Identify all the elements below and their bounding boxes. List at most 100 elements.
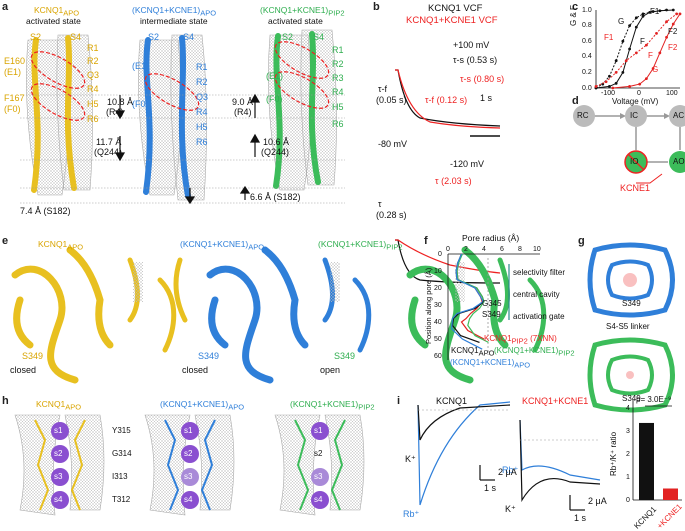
pore-series-3	[450, 253, 484, 350]
c-ytick-0: 0.0	[582, 85, 592, 92]
state-ac	[669, 105, 685, 127]
gv-point	[628, 24, 631, 27]
e-title-2: (KCNQ1+KCNE1)APO	[180, 239, 265, 252]
f-ytick-2: 20	[434, 285, 442, 292]
gv-point	[641, 14, 645, 18]
h1-s2: s2	[54, 449, 63, 458]
f-legend-2: KCNQ1APO	[451, 346, 495, 358]
f-region-3: activation gate	[513, 312, 565, 321]
a-b-f0: (F0)	[132, 99, 149, 109]
h-title-2: (KCNQ1+KCNE1)APO	[160, 399, 245, 412]
a-g-r1: R1	[332, 45, 344, 55]
gv-point	[614, 71, 618, 74]
f-ytick-3: 30	[434, 302, 442, 309]
h3-s3: s3	[314, 472, 323, 481]
panel-letter-f: f	[424, 235, 428, 247]
f-region-2: central cavity	[513, 290, 560, 299]
a-title-2b: intermediate state	[140, 16, 208, 26]
a-y-r2: R2	[87, 56, 99, 66]
gv-point	[634, 51, 638, 55]
gv-point	[671, 8, 675, 12]
b-v1: +100 mV	[453, 40, 490, 50]
panel-i-bars	[639, 422, 678, 500]
d-kcne1: KCNE1	[620, 183, 651, 193]
a-dist-4: 10.6 Å	[263, 137, 290, 147]
gv-point	[645, 43, 648, 47]
a-b-r2: R2	[196, 77, 208, 87]
gv-point	[611, 86, 615, 90]
h-title-1: KCNQ1APO	[36, 399, 82, 412]
f-ytick-0: 0	[438, 251, 442, 258]
c-label-f: F	[640, 37, 645, 46]
e-state-3: open	[320, 365, 341, 375]
h3-s4: s4	[314, 495, 323, 504]
i-scale-t-1: 1 s	[484, 483, 497, 493]
a-y-s2: S2	[30, 32, 42, 42]
i-ytick-1: 1	[626, 474, 630, 481]
e-state-1: closed	[10, 365, 37, 375]
a-title-3: (KCNQ1+KCNE1)PIP2	[260, 5, 345, 18]
panel-e-structures	[11, 246, 547, 384]
gv-point	[634, 25, 638, 29]
e-res-2: S349	[198, 351, 220, 361]
bar-kcnq1	[639, 422, 654, 500]
d-state-rc: RC	[577, 111, 589, 120]
gv-point	[608, 85, 611, 88]
panel-a-arrows	[114, 93, 261, 205]
c-ytick-4: 0.8	[582, 22, 592, 29]
gv-point	[665, 8, 668, 12]
panel-a-structure-yellow	[26, 34, 93, 196]
panel-letter-c: c	[572, 1, 579, 13]
a-b-r6: R6	[196, 137, 208, 147]
gv-point	[634, 16, 638, 20]
gv-point	[658, 51, 662, 55]
a-b-s2: S2	[148, 32, 160, 42]
a-y-f0: (F0)	[4, 104, 21, 114]
gv-point	[671, 22, 675, 26]
panel-h-ions	[51, 422, 329, 509]
gv-point	[678, 12, 682, 16]
a-b-h5: H5	[196, 122, 208, 132]
c-xlabel: Voltage (mV)	[612, 97, 659, 106]
h2-s1: s1	[184, 426, 193, 435]
d-state-io: IO	[630, 157, 639, 166]
gv-point	[665, 35, 668, 39]
c-ytick-3: 0.6	[582, 38, 592, 45]
pore-series-2	[456, 253, 489, 343]
panel-f-axes	[447, 253, 540, 360]
a-y-h5: H5	[87, 99, 99, 109]
a-y-s4: S4	[70, 32, 82, 42]
state-ao	[669, 151, 685, 173]
b-tau-s-r: τ-s (0.80 s)	[460, 74, 505, 84]
i-title-1: KCNQ1	[436, 396, 468, 406]
b-legend-2: KCNQ1+KCNE1 VCF	[406, 15, 498, 26]
h1-s3: s3	[54, 472, 63, 481]
a-g-h5: H5	[332, 102, 344, 112]
gv-point	[614, 59, 618, 63]
a-g-e1: (E1)	[266, 71, 284, 81]
panel-letter-e: e	[2, 235, 9, 247]
h1-s4: s4	[54, 495, 63, 504]
c-ytick-2: 0.4	[582, 53, 592, 60]
h-res-t312: T312	[112, 495, 131, 504]
a-g-r2: R2	[332, 59, 344, 69]
h-title-3: (KCNQ1+KCNE1)PIP2	[290, 399, 375, 412]
gv-point	[621, 39, 625, 43]
c-label-f1b: F1	[650, 7, 660, 16]
gv-point	[648, 10, 652, 14]
panel-a-structure-green	[268, 29, 337, 191]
a-title-1: KCNQ1APO	[34, 5, 80, 18]
gv-point	[655, 32, 658, 35]
gv-point	[645, 77, 648, 81]
f-ytick-1: 10	[434, 268, 442, 275]
panel-letter-i: i	[397, 395, 401, 407]
b-legend-1: KCNQ1 VCF	[428, 3, 483, 14]
panel-a-structure-blue	[138, 34, 207, 201]
gv-point	[594, 85, 598, 88]
panel-g-structures	[587, 242, 675, 413]
a-y-r1: R1	[87, 43, 99, 53]
i-ytick-4: 4	[626, 405, 630, 412]
a-y-e1: (E1)	[4, 67, 22, 77]
gv-point	[658, 9, 662, 13]
a-dist-2b: (R4)	[234, 107, 252, 117]
